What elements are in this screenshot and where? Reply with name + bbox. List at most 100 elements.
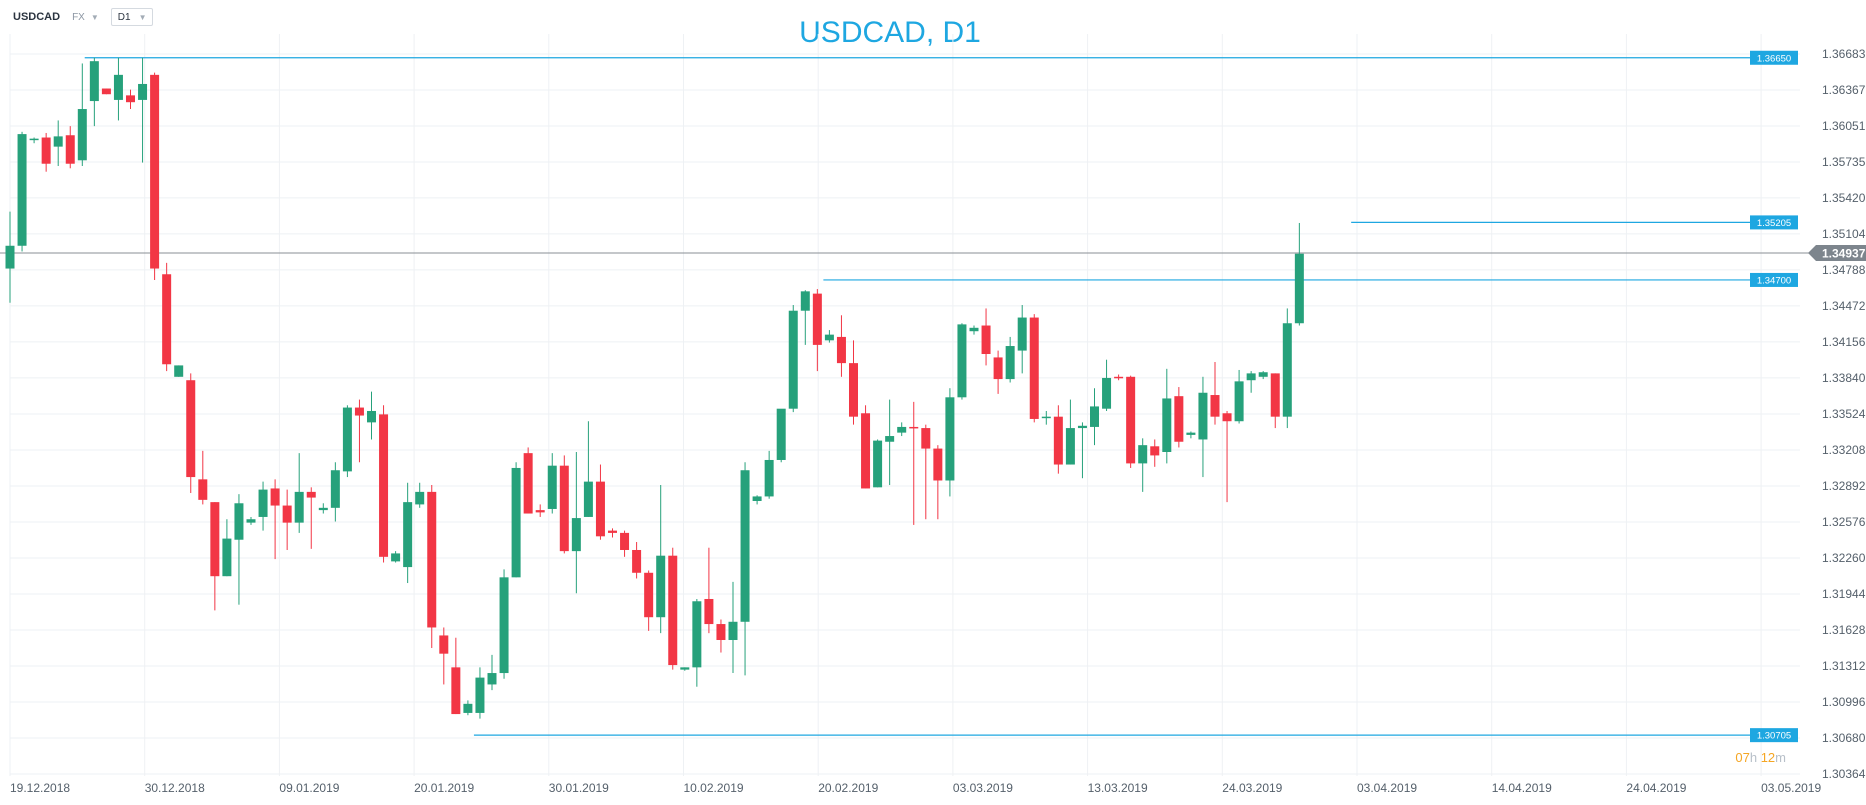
candle-bullish [318, 507, 328, 511]
candle-bullish [1065, 428, 1075, 465]
candle-bullish [1234, 381, 1244, 422]
candle-bearish [1222, 413, 1232, 422]
candle-bullish [824, 334, 834, 341]
y-tick-label: 1.30996 [1822, 695, 1866, 709]
candle-bullish [547, 465, 557, 509]
candle-bullish [246, 519, 256, 523]
candle-bullish [29, 138, 39, 141]
candle-bullish [873, 440, 883, 488]
y-tick-label: 1.33208 [1822, 443, 1866, 457]
candle-bearish [993, 357, 1003, 380]
candle-bullish [330, 470, 340, 508]
candle-bearish [150, 74, 160, 269]
candle-bullish [885, 436, 895, 442]
candle-bearish [716, 624, 726, 641]
y-tick-label: 1.31628 [1822, 623, 1866, 637]
x-tick-label: 03.05.2019 [1761, 781, 1821, 795]
candle-bearish [1114, 376, 1124, 379]
candle-bearish [933, 448, 943, 481]
candle-bullish [1005, 346, 1015, 380]
y-tick-label: 1.34788 [1822, 263, 1866, 277]
candle-bullish [511, 467, 521, 578]
current-price-label: 1.34937 [1822, 246, 1866, 260]
candle-bullish [897, 426, 907, 433]
candle-bullish [174, 365, 184, 377]
x-tick-label: 03.03.2019 [953, 781, 1013, 795]
candle-bearish [812, 293, 822, 345]
candle-bullish [222, 538, 232, 577]
candle-bearish [849, 363, 858, 417]
y-tick-label: 1.30680 [1822, 731, 1866, 745]
y-tick-label: 1.33524 [1822, 407, 1866, 421]
candle-bullish [53, 136, 63, 147]
candle-bearish [354, 407, 364, 416]
chart-toolbar: USDCAD FX ▼ D1 ▼ [0, 0, 360, 34]
market-selector[interactable]: FX ▼ [72, 12, 99, 23]
candle-bearish [981, 325, 991, 355]
y-tick-label: 1.36051 [1822, 119, 1866, 133]
candle-bearish [559, 465, 569, 552]
candle-bullish [800, 291, 810, 311]
countdown-hours-unit: h [1749, 750, 1758, 765]
candle-bullish [740, 470, 750, 622]
candle-bearish [186, 380, 196, 478]
candle-bullish [5, 245, 15, 269]
level-price-badge [1750, 215, 1798, 230]
candle-bearish [451, 667, 461, 715]
current-price-badge [1808, 244, 1866, 261]
y-tick-label: 1.30364 [1822, 767, 1866, 781]
y-tick-label: 1.31944 [1822, 587, 1866, 601]
candle-bearish [921, 428, 931, 449]
candle-bearish [620, 532, 630, 550]
candle-bearish [595, 481, 605, 537]
candle-bullish [1138, 445, 1148, 464]
candle-bearish [632, 549, 642, 573]
candle-bullish [415, 491, 425, 505]
market-label: FX [72, 11, 85, 23]
candle-bearish [101, 88, 111, 95]
candle-bearish [427, 491, 437, 628]
x-tick-label: 20.02.2019 [818, 781, 878, 795]
chevron-down-icon: ▼ [90, 12, 99, 22]
candle-bullish [788, 310, 798, 409]
candle-bearish [439, 635, 449, 654]
candle-bullish [728, 621, 738, 641]
level-price-label: 1.34700 [1757, 275, 1791, 286]
candle-bearish [1174, 396, 1184, 442]
level-price-badge [1750, 272, 1798, 287]
y-tick-label: 1.35735 [1822, 155, 1866, 169]
candle-bullish [234, 503, 244, 540]
candle-bullish [342, 407, 352, 472]
candle-bearish [65, 135, 75, 164]
candle-bullish [1258, 372, 1268, 377]
x-tick-label: 09.01.2019 [279, 781, 339, 795]
y-tick-label: 1.36367 [1822, 83, 1866, 97]
y-tick-label: 1.36683 [1822, 47, 1866, 61]
chart-title: USDCAD, D1 [799, 16, 981, 49]
candle-bullish [656, 555, 666, 618]
candle-bullish [138, 83, 148, 100]
level-price-label: 1.35205 [1757, 218, 1791, 229]
candle-bullish [1246, 373, 1256, 381]
candle-bullish [1282, 323, 1292, 417]
candle-bearish [1053, 416, 1063, 465]
candle-bullish [475, 677, 485, 713]
candle-bearish [1029, 317, 1039, 419]
candle-bearish [210, 502, 220, 577]
candle-bullish [969, 327, 979, 332]
candle-bullish [367, 410, 376, 423]
y-tick-label: 1.32260 [1822, 551, 1866, 565]
y-tick-label: 1.32576 [1822, 515, 1866, 529]
candle-bearish [644, 572, 654, 618]
symbol-label[interactable]: USDCAD [13, 11, 61, 23]
candle-bullish [113, 74, 123, 100]
countdown-minutes-unit: m [1775, 750, 1786, 765]
y-tick-label: 1.35104 [1822, 227, 1866, 241]
level-price-label: 1.30705 [1757, 731, 1791, 742]
level-price-badge [1750, 728, 1798, 743]
candle-bearish [1270, 373, 1280, 417]
timeframe-selector[interactable]: D1 ▼ [110, 8, 154, 26]
candle-bearish [198, 479, 208, 500]
timeframe-label: D1 [117, 11, 131, 23]
